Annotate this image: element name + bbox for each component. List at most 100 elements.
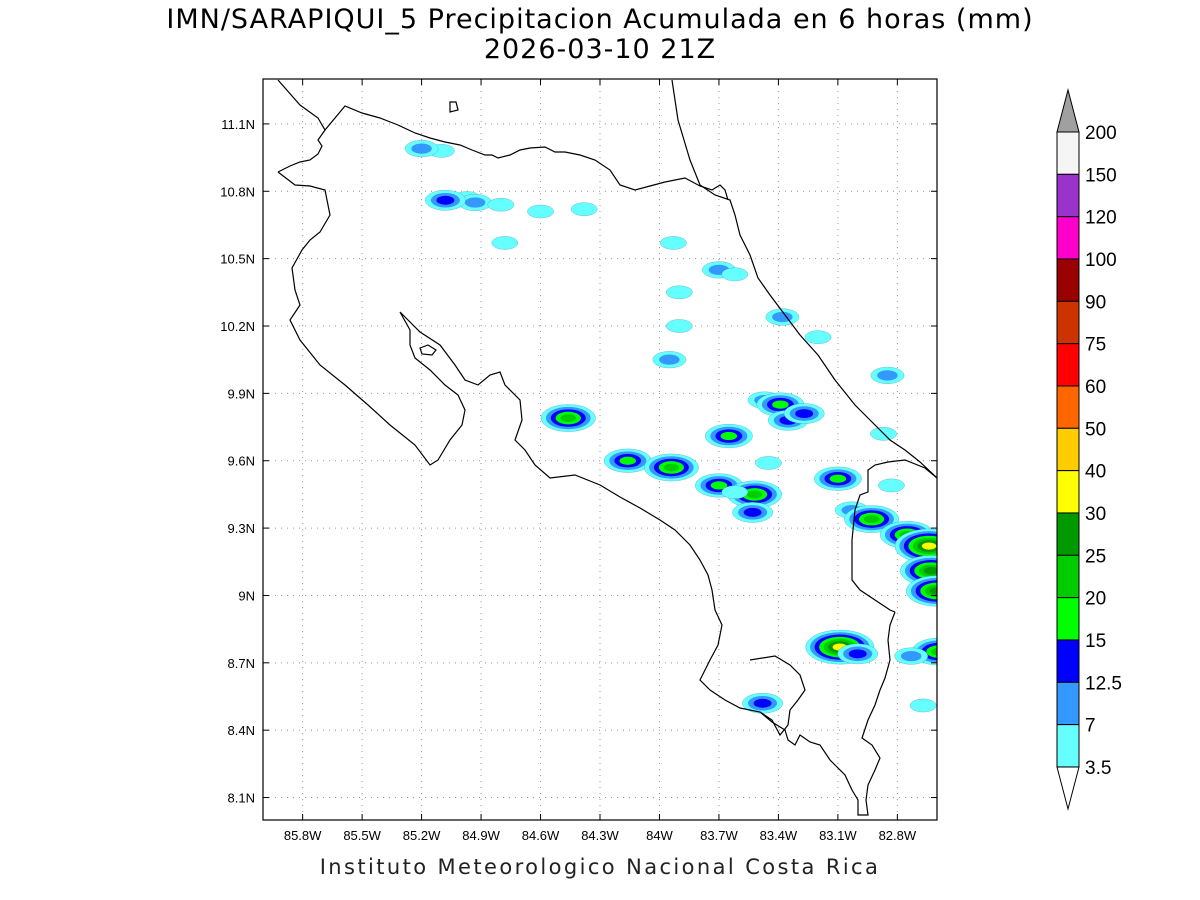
x-tick-label: 85.8W: [284, 828, 322, 843]
y-tick-label: 9.9N: [228, 386, 255, 401]
precip-cell: [721, 267, 749, 282]
x-tick-label: 83.7W: [700, 828, 738, 843]
legend-color-bin: [1056, 639, 1080, 683]
precip-contour-outline: [870, 426, 897, 441]
precip-contour-outline: [487, 197, 515, 212]
y-tick-label: 8.4N: [228, 723, 255, 738]
precip-contour: [900, 650, 922, 662]
precip-contour-outline: [804, 330, 832, 345]
precip-contour-outline: [424, 189, 466, 211]
precip-contour: [829, 474, 847, 483]
legend-label: 150: [1085, 165, 1117, 186]
precip-contour-outline: [721, 267, 749, 282]
colorbar-legend: 3.5 7 12.5 15 20 25 30 40 50 60 75 90 100 120 150 200: [1056, 88, 1122, 811]
pacific-coast-guanacaste: [277, 129, 896, 816]
precip-cell: [491, 236, 519, 250]
precip-contour-outline: [491, 236, 519, 250]
y-tick-label: 8.7N: [228, 656, 255, 671]
legend-color-bin: [1056, 554, 1080, 599]
x-tick-label: 83.1W: [819, 828, 857, 843]
precip-contour: [487, 198, 515, 212]
precip-contour: [772, 400, 789, 409]
legend-label: 25: [1085, 546, 1106, 567]
y-tick-label: 10.2N: [220, 319, 255, 334]
precip-cell: [783, 403, 825, 424]
precip-contour: [910, 698, 937, 713]
precip-contour: [746, 490, 763, 499]
precip-cell: [527, 204, 554, 219]
precip-cell: [765, 308, 800, 326]
precip-contour: [926, 645, 937, 658]
legend-label: 60: [1085, 377, 1106, 398]
legend-label: 90: [1085, 292, 1106, 313]
precip-contour-outline: [570, 202, 598, 217]
precip-contour-outline: [765, 308, 800, 326]
map-grid: [263, 79, 937, 820]
precip-contour: [659, 354, 680, 365]
precip-contour: [753, 698, 772, 708]
y-tick-label: 10.5N: [220, 252, 255, 267]
precip-contour: [863, 515, 880, 523]
precip-cell: [659, 236, 687, 250]
precip-cell: [837, 643, 879, 665]
precip-contour: [619, 456, 636, 465]
chart-title: IMN/SARAPIQUI_5 Precipitacion Acumulada …: [166, 4, 1034, 35]
precip-contour-outline: [870, 366, 905, 384]
precip-contour: [491, 236, 518, 250]
legend-top-triangle: [1056, 88, 1080, 133]
legend-color-bin: [1056, 512, 1080, 556]
legend-color-bin: [1056, 681, 1080, 726]
precip-cell: [540, 404, 596, 432]
precip-contour-outline: [404, 140, 439, 158]
x-tick-label: 85.5W: [343, 828, 381, 843]
precip-contour: [921, 542, 937, 550]
precip-contour: [931, 647, 937, 656]
precip-contour-outline: [909, 698, 937, 713]
precip-contour: [795, 409, 814, 419]
precip-cell: [570, 202, 598, 217]
legend-label: 3.5: [1085, 758, 1111, 779]
legend-color-bin: [1056, 597, 1080, 641]
legend-label: 100: [1085, 250, 1117, 271]
precip-contour-outline: [894, 647, 929, 665]
legend-label: 15: [1085, 631, 1106, 652]
precip-contour: [436, 195, 455, 205]
precip-cell: [665, 319, 693, 333]
precipitation-field: [404, 140, 937, 714]
legend-color-bin: [1056, 343, 1080, 387]
precip-cell: [844, 505, 900, 533]
legend-label: 7: [1085, 716, 1096, 737]
legend-bottom-triangle: [1056, 766, 1080, 811]
precip-contour: [929, 587, 937, 595]
precip-cell: [652, 351, 687, 369]
x-tick-label: 83.4W: [760, 828, 798, 843]
precip-cell: [906, 575, 937, 607]
precip-contour: [772, 311, 793, 323]
precip-contour-outline: [878, 478, 905, 493]
precip-cell: [458, 193, 493, 212]
precip-contour: [743, 507, 762, 517]
coastline-borders: [277, 79, 937, 816]
precip-cell: [804, 330, 832, 345]
precip-contour-outline: [783, 403, 825, 424]
precip-cell: [732, 502, 774, 523]
nicoya-bay-island: [419, 344, 437, 356]
precip-contour: [923, 567, 937, 575]
lake-feature: [449, 101, 459, 113]
precip-cell: [878, 478, 905, 493]
legend-label: 30: [1085, 504, 1106, 525]
precip-cell: [870, 366, 905, 384]
chart-subtitle-datetime: 2026-03-10 21Z: [483, 34, 717, 65]
legend-color-bin: [1056, 216, 1080, 260]
precip-contour: [878, 478, 905, 492]
precip-contour-outline: [643, 453, 699, 482]
legend-label: 20: [1085, 589, 1106, 610]
y-tick-label: 9.6N: [228, 454, 255, 469]
precip-contour-outline: [837, 643, 879, 665]
precip-contour: [464, 197, 486, 208]
nicaragua-coast-north: [277, 79, 729, 201]
x-tick-label: 84.9W: [462, 828, 500, 843]
precip-cell: [813, 466, 862, 491]
legend-color-bin: [1056, 258, 1080, 302]
precip-contour-outline: [659, 236, 687, 250]
